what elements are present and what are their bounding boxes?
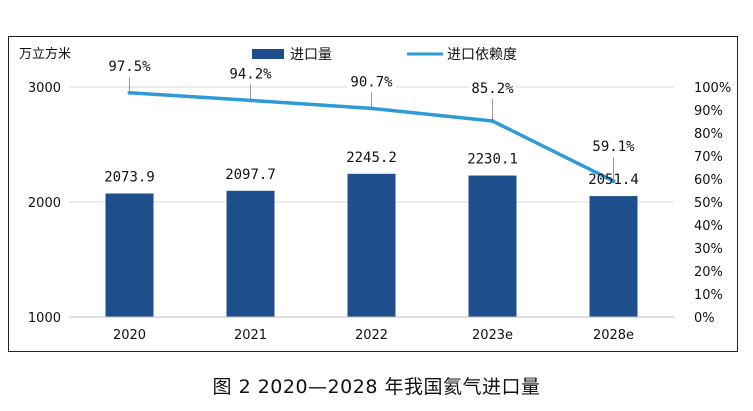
y-right-tick-label: 30% bbox=[694, 242, 723, 257]
legend-label-bar: 进口量 bbox=[290, 47, 332, 63]
bar-value-label: 2230.1 bbox=[467, 152, 518, 168]
line-point bbox=[490, 119, 495, 124]
y-right-tick-label: 20% bbox=[694, 265, 723, 280]
line-value-label: 59.1% bbox=[592, 139, 635, 155]
y-axis-unit-label: 万立方米 bbox=[19, 46, 71, 62]
line-label-box bbox=[105, 55, 154, 76]
line-label-box bbox=[589, 136, 638, 157]
x-tick-label: 2021 bbox=[234, 328, 267, 343]
bar bbox=[347, 173, 396, 317]
line-value-label: 90.7% bbox=[350, 74, 393, 90]
y-left-tick-label: 2000 bbox=[28, 196, 61, 211]
y-right-tick-label: 100% bbox=[694, 81, 731, 96]
legend-label-line: 进口依赖度 bbox=[447, 47, 517, 63]
y-left-tick-label: 1000 bbox=[28, 311, 61, 326]
y-right-tick-label: 90% bbox=[694, 104, 723, 119]
y-left-tick-label: 3000 bbox=[28, 81, 61, 96]
chart: 2073.9 2097.7 2245.2 2230.1 2051.4 97.5% 94.2%… bbox=[19, 46, 731, 343]
legend-swatch-bar bbox=[252, 49, 284, 59]
bar-value-label: 2073.9 bbox=[104, 170, 155, 186]
line-label-box bbox=[226, 63, 275, 84]
bar-series bbox=[105, 173, 638, 317]
line-value-label: 97.5% bbox=[108, 59, 151, 75]
line-value-label: 85.2% bbox=[471, 81, 514, 97]
line-label-box bbox=[468, 78, 517, 99]
figure-caption: 图 2 2020—2028 年我国氦气进口量 bbox=[212, 376, 541, 398]
bar bbox=[105, 193, 154, 317]
y-right-tick-label: 40% bbox=[694, 219, 723, 234]
y-right-tick-label: 10% bbox=[694, 288, 723, 303]
line-point bbox=[127, 90, 132, 95]
bar-value-label: 2097.7 bbox=[225, 167, 276, 183]
bar bbox=[589, 196, 638, 317]
y-right-tick-label: 80% bbox=[694, 127, 723, 142]
legend: 进口量 进口依赖度 bbox=[252, 47, 517, 63]
bar-value-label: 2245.2 bbox=[346, 150, 397, 166]
x-tick-label: 2022 bbox=[355, 328, 388, 343]
data-labels: 2073.9 2097.7 2245.2 2230.1 2051.4 97.5% 94.2%… bbox=[104, 55, 639, 188]
bar-value-label: 2051.4 bbox=[588, 172, 639, 188]
axes: 1000 2000 3000 0% 10% 20% 30% 40% 50% 60% 70% 80% 90… bbox=[28, 81, 731, 343]
x-tick-label: 2028e bbox=[593, 328, 634, 343]
x-tick-label: 2023e bbox=[472, 328, 513, 343]
chart-frame: 2073.9 2097.7 2245.2 2230.1 2051.4 97.5% 94.2%… bbox=[8, 36, 738, 352]
line-label-box bbox=[347, 71, 396, 92]
bar bbox=[468, 175, 517, 317]
y-right-tick-label: 70% bbox=[694, 150, 723, 165]
y-right-tick-label: 60% bbox=[694, 173, 723, 188]
y-right-tick-label: 0% bbox=[694, 311, 715, 326]
line-point bbox=[611, 179, 616, 184]
y-right-tick-label: 50% bbox=[694, 196, 723, 211]
bar bbox=[226, 190, 275, 317]
line-point bbox=[248, 98, 253, 103]
line-series bbox=[127, 90, 616, 184]
line-point bbox=[369, 106, 374, 111]
x-tick-label: 2020 bbox=[113, 328, 146, 343]
line-value-label: 94.2% bbox=[229, 66, 272, 82]
